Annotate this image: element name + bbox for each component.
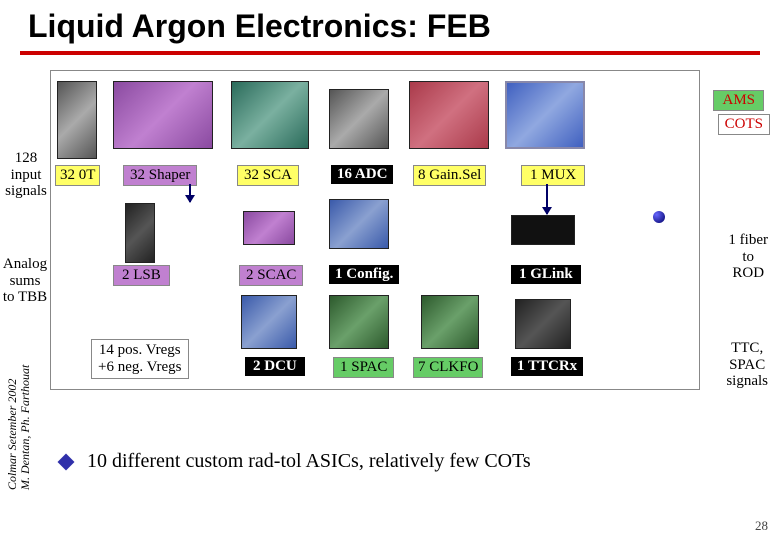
chip-glink [511, 215, 575, 245]
label-fiber-to-rod: 1 fibertoROD [728, 232, 768, 282]
arrow-shaper-down [189, 184, 191, 202]
chip-lsb [125, 203, 155, 263]
chip-spac [329, 295, 389, 349]
label-dcu: 2 DCU [245, 357, 305, 376]
label-config: 1 Config. [329, 265, 399, 284]
label-gainsel: 8 Gain.Sel [413, 165, 486, 186]
label-ttcrx: 1 TTCRx [511, 357, 583, 376]
label-vregs: 14 pos. Vregs+6 neg. Vregs [91, 339, 189, 379]
label-clkfo: 7 CLKFO [413, 357, 483, 378]
label-ot: 32 0T [55, 165, 100, 186]
chip-adc [329, 89, 389, 149]
label-spac: 1 SPAC [333, 357, 394, 378]
fiber-marker-icon [653, 211, 665, 223]
bullet-text: 10 different custom rad-tol ASICs, relat… [87, 450, 531, 472]
chip-ot [57, 81, 97, 159]
chip-dcu [241, 295, 297, 349]
chip-scac [243, 211, 295, 245]
chip-config [329, 199, 389, 249]
label-scac: 2 SCAC [239, 265, 303, 286]
label-analog-sums: Analogsumsto TBB [0, 256, 50, 306]
label-shaper: 32 Shaper [123, 165, 197, 186]
label-mux: 1 MUX [521, 165, 585, 186]
legend-cots: COTS [718, 114, 770, 135]
label-lsb: 2 LSB [113, 265, 170, 286]
footer-line1: Colmar Setember 2002 [5, 379, 19, 490]
block-diagram: 32 0T 32 Shaper 32 SCA 16 ADC 8 Gain.Sel… [50, 70, 700, 390]
bullet-diamond-icon [58, 454, 75, 471]
chip-mux [505, 81, 585, 149]
label-glink: 1 GLink [511, 265, 581, 284]
chip-ttcrx [515, 299, 571, 349]
chip-gainsel [409, 81, 489, 149]
label-inputs: 128inputsignals [2, 150, 50, 200]
page-number: 28 [755, 518, 768, 534]
chip-sca [231, 81, 309, 149]
footer-credit: Colmar Setember 2002 M. Dentan, Ph. Fart… [6, 365, 32, 490]
label-ttc-spac: TTC,SPACsignals [726, 340, 768, 390]
bullet-summary: 10 different custom rad-tol ASICs, relat… [60, 450, 531, 473]
label-adc: 16 ADC [331, 165, 393, 184]
label-sca: 32 SCA [237, 165, 299, 186]
title-divider [20, 51, 760, 55]
chip-shaper [113, 81, 213, 149]
legend-ams: AMS [713, 90, 764, 111]
page-title: Liquid Argon Electronics: FEB [0, 0, 780, 51]
chip-clkfo [421, 295, 479, 349]
footer-line2: M. Dentan, Ph. Farthouat [18, 365, 32, 490]
arrow-mux-down [546, 184, 548, 214]
